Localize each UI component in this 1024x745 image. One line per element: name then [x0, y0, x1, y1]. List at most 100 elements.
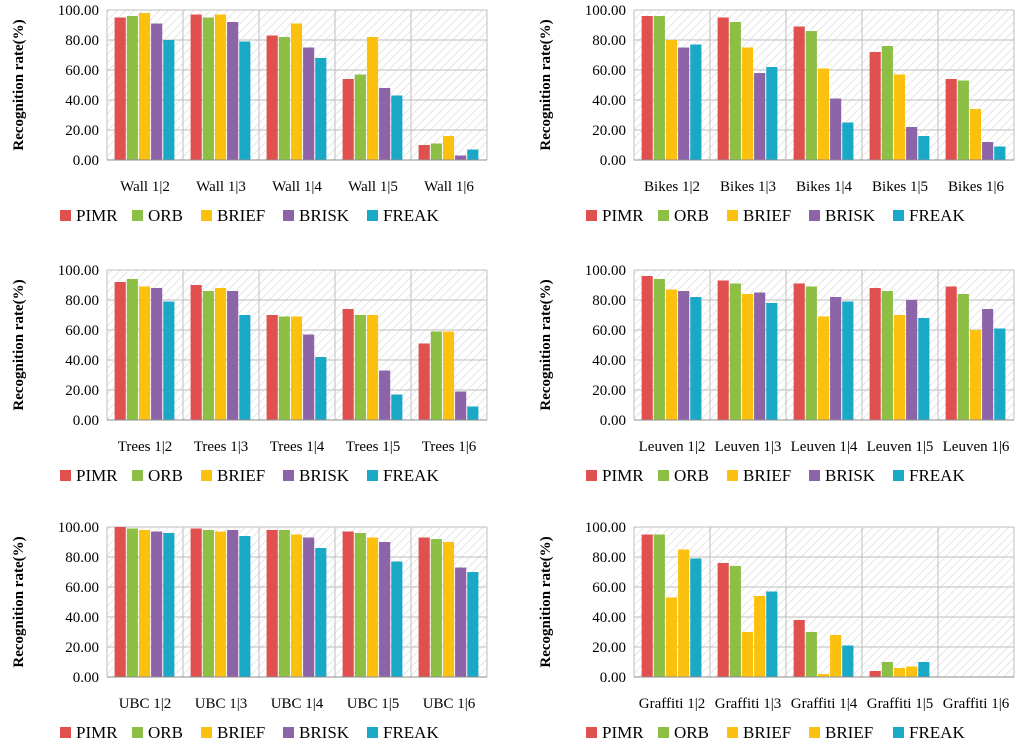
- bar-brief: [817, 674, 830, 677]
- bar-freak: [842, 645, 854, 677]
- bar-orb: [881, 46, 893, 160]
- bar-freak: [690, 558, 702, 677]
- bar-freak: [239, 41, 251, 160]
- bar-pimr: [717, 563, 729, 677]
- bar-freak: [918, 662, 930, 677]
- bar-brisk: [982, 309, 994, 420]
- bar-freak: [163, 40, 175, 160]
- legend-label: PIMR: [76, 206, 118, 225]
- bar-brief: [893, 315, 906, 420]
- bar-orb: [881, 662, 893, 677]
- bar-brief: [442, 136, 455, 160]
- y-tick-label: 0.00: [600, 153, 626, 169]
- bar-brief: [290, 534, 303, 677]
- bar-freak: [467, 149, 479, 160]
- bar-freak: [994, 328, 1006, 420]
- bar-orb: [430, 143, 442, 160]
- bar-brief: [442, 331, 455, 420]
- bar-brisk: [455, 567, 467, 677]
- bar-orb: [430, 539, 442, 677]
- bar-pimr: [869, 671, 881, 677]
- legend-swatch: [283, 727, 294, 738]
- legend-swatch: [132, 727, 143, 738]
- bar-brisk: [906, 127, 918, 160]
- bar-brief: [214, 14, 227, 160]
- y-tick-label: 60.00: [65, 63, 99, 79]
- bar-freak: [239, 536, 251, 677]
- bar-pimr: [641, 534, 653, 677]
- bar-brisk: [455, 391, 467, 420]
- y-tick-label: 100.00: [58, 520, 99, 536]
- y-axis-title: Recognition rate(%): [538, 19, 554, 150]
- legend-swatch: [727, 727, 738, 738]
- bar-orb: [278, 37, 290, 160]
- bar-brisk: [754, 73, 766, 160]
- bar-pimr: [114, 282, 126, 420]
- legend-swatch: [367, 210, 378, 221]
- x-tick-label: Graffiti 1|4: [791, 696, 858, 712]
- bar-brief: [893, 668, 906, 677]
- bar-brisk: [754, 292, 766, 420]
- y-tick-label: 100.00: [58, 263, 99, 279]
- bar-freak: [690, 297, 702, 420]
- y-tick-label: 80.00: [65, 293, 99, 309]
- y-axis-title: Recognition rate(%): [11, 279, 27, 410]
- x-tick-label: Trees 1|2: [118, 439, 173, 455]
- legend-swatch: [367, 470, 378, 481]
- y-tick-label: 40.00: [65, 93, 99, 109]
- x-tick-label: Graffiti 1|2: [639, 696, 705, 712]
- bar-freak: [842, 122, 854, 160]
- bar-pimr: [793, 283, 805, 420]
- bar-brief: [138, 286, 151, 420]
- bar-freak: [239, 315, 251, 420]
- y-tick-label: 0.00: [73, 153, 99, 169]
- legend-swatch: [893, 210, 904, 221]
- x-tick-label: Wall 1|4: [272, 179, 322, 195]
- bar-orb: [430, 331, 442, 420]
- y-tick-label: 40.00: [592, 353, 626, 369]
- x-tick-label: Wall 1|2: [120, 179, 170, 195]
- legend-label: BRIEF: [217, 723, 265, 742]
- legend-label: BRISK: [299, 466, 350, 485]
- x-tick-label: UBC 1|6: [423, 696, 476, 712]
- legend-swatch: [586, 210, 597, 221]
- bar-freak: [467, 572, 479, 677]
- bar-orb: [354, 533, 366, 677]
- legend-swatch: [201, 727, 212, 738]
- bar-freak: [766, 591, 778, 677]
- y-tick-label: 80.00: [592, 550, 626, 566]
- bar-brief: [214, 531, 227, 677]
- y-axis-title: Recognition rate(%): [538, 279, 554, 410]
- bar-pimr: [418, 537, 430, 677]
- y-tick-label: 80.00: [65, 550, 99, 566]
- legend-label: PIMR: [76, 723, 118, 742]
- bar-orb: [729, 566, 741, 677]
- x-tick-label: Leuven 1|5: [867, 439, 934, 455]
- legend-label: BRIEF: [743, 206, 791, 225]
- bar-brief: [741, 47, 754, 160]
- legend-label: ORB: [148, 723, 183, 742]
- legend-swatch: [60, 210, 71, 221]
- bar-pimr: [342, 531, 354, 677]
- bar-pimr: [418, 145, 430, 160]
- y-tick-label: 100.00: [585, 520, 626, 536]
- bar-freak: [315, 357, 327, 420]
- chart-graffiti: 0.00 20.00 40.00 60.00 80.00 100.00 Graffiti 1…: [538, 520, 1015, 742]
- bar-brief: [893, 74, 906, 160]
- y-tick-label: 100.00: [585, 3, 626, 19]
- bar-brief: [665, 40, 678, 160]
- legend-swatch: [132, 210, 143, 221]
- bar-brief: [366, 537, 379, 677]
- bar-orb: [729, 283, 741, 420]
- legend-label: FREAK: [909, 206, 965, 225]
- x-tick-label: Graffiti 1|3: [715, 696, 781, 712]
- bar-brief: [366, 315, 379, 420]
- legend-label: ORB: [674, 466, 709, 485]
- bar-pimr: [869, 52, 881, 160]
- bar-orb: [653, 279, 665, 420]
- bar-brisk: [227, 291, 239, 420]
- bar-brief: [678, 549, 690, 677]
- x-tick-label: Leuven 1|4: [791, 439, 858, 455]
- bar-brisk: [227, 530, 239, 677]
- bar-pimr: [114, 17, 126, 160]
